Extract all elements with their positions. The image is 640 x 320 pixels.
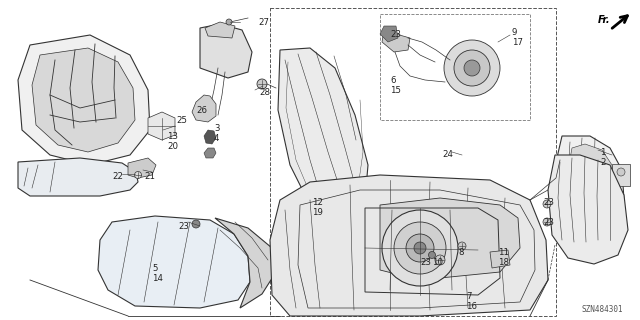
Polygon shape [192, 95, 216, 122]
Polygon shape [380, 198, 520, 280]
Polygon shape [490, 250, 510, 268]
Text: 15: 15 [390, 86, 401, 95]
Text: 7: 7 [466, 292, 472, 301]
Circle shape [444, 40, 500, 96]
Polygon shape [18, 158, 138, 196]
Text: 13: 13 [167, 132, 178, 141]
Polygon shape [204, 148, 216, 158]
Text: 22: 22 [112, 172, 123, 181]
Text: 6: 6 [390, 76, 396, 85]
Polygon shape [128, 158, 156, 178]
Polygon shape [568, 144, 614, 212]
Polygon shape [382, 30, 410, 52]
Polygon shape [148, 112, 175, 140]
Polygon shape [270, 175, 548, 316]
Circle shape [134, 172, 141, 179]
Polygon shape [380, 26, 398, 42]
Text: 12: 12 [312, 198, 323, 207]
Text: 8: 8 [458, 248, 463, 257]
Polygon shape [32, 48, 135, 152]
Text: 26: 26 [196, 106, 207, 115]
Text: 23: 23 [543, 218, 554, 227]
Polygon shape [204, 130, 216, 144]
Polygon shape [278, 48, 368, 220]
Text: 11: 11 [498, 248, 509, 257]
Circle shape [406, 234, 434, 262]
Text: 20: 20 [167, 142, 178, 151]
Text: 23: 23 [420, 258, 431, 267]
Circle shape [382, 210, 458, 286]
Circle shape [394, 222, 446, 274]
Text: 5: 5 [152, 264, 157, 273]
Text: 4: 4 [214, 134, 220, 143]
Circle shape [464, 60, 480, 76]
Text: SZN484301: SZN484301 [582, 305, 623, 314]
Text: 2: 2 [600, 158, 605, 167]
Circle shape [226, 19, 232, 25]
Text: 19: 19 [312, 208, 323, 217]
Circle shape [458, 242, 466, 250]
Text: 28: 28 [259, 88, 270, 97]
Text: 23: 23 [390, 30, 401, 39]
Polygon shape [98, 216, 250, 308]
Bar [380, 14, 530, 120]
Polygon shape [215, 218, 276, 308]
Text: 3: 3 [214, 124, 220, 133]
Text: 10: 10 [432, 258, 443, 267]
Circle shape [257, 79, 267, 89]
Polygon shape [556, 136, 624, 224]
Text: Fr.: Fr. [598, 15, 611, 25]
Text: 16: 16 [466, 302, 477, 311]
Circle shape [414, 242, 426, 254]
Polygon shape [548, 155, 628, 264]
Circle shape [435, 255, 445, 265]
Bar [612, 164, 630, 186]
Text: 21: 21 [144, 172, 155, 181]
Circle shape [192, 220, 200, 228]
Polygon shape [205, 22, 235, 38]
Bar [270, 8, 556, 316]
Text: 1: 1 [600, 148, 605, 157]
Text: 24: 24 [442, 150, 453, 159]
Text: 25: 25 [176, 116, 187, 125]
Text: 14: 14 [152, 274, 163, 283]
Text: 17: 17 [512, 38, 523, 47]
Polygon shape [18, 35, 150, 165]
Circle shape [429, 252, 435, 259]
Circle shape [543, 218, 551, 226]
Circle shape [454, 50, 490, 86]
Text: 9: 9 [512, 28, 517, 37]
Text: 18: 18 [498, 258, 509, 267]
Text: 23: 23 [543, 198, 554, 207]
Circle shape [543, 200, 551, 208]
Text: 23: 23 [178, 222, 189, 231]
Polygon shape [200, 24, 252, 78]
Circle shape [617, 168, 625, 176]
Text: 27: 27 [258, 18, 269, 27]
